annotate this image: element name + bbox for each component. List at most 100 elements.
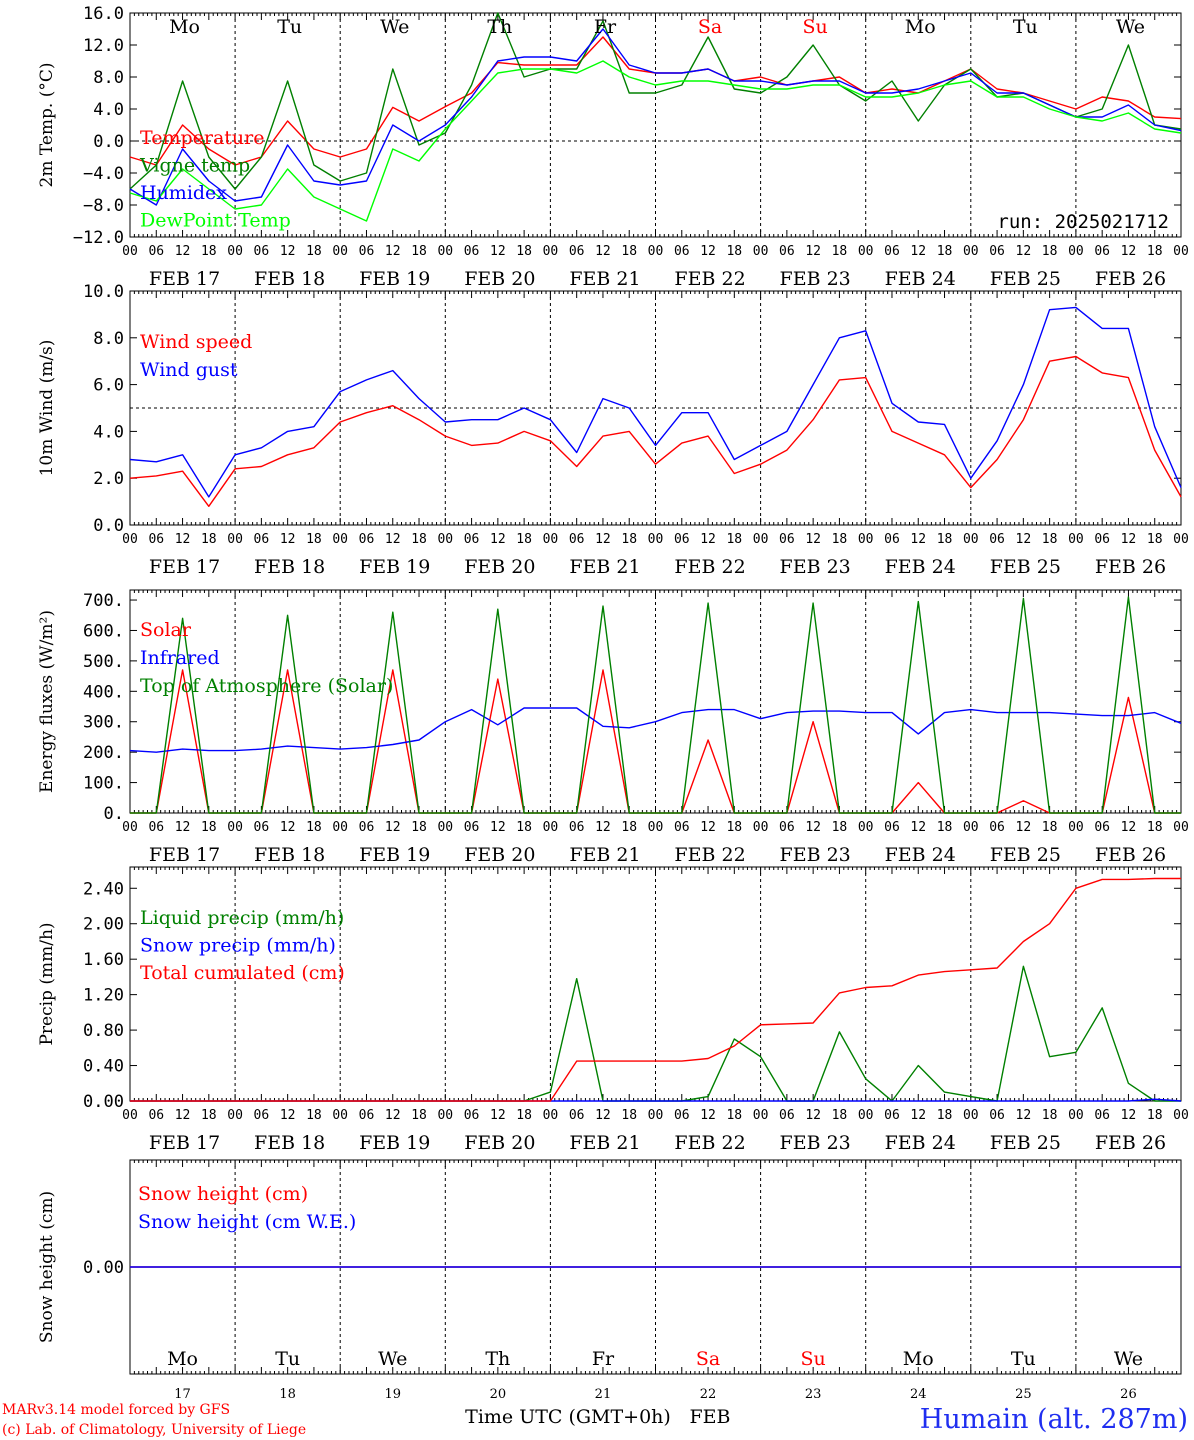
- hour-tick-label: 18: [1147, 244, 1163, 259]
- y-tick-label: 0.0: [93, 132, 124, 152]
- hour-tick-marks: [129, 13, 1182, 237]
- legend-entry: Infrared: [140, 647, 220, 669]
- hour-tick-label: 12: [175, 244, 191, 259]
- legend-entry: Temperature: [140, 127, 264, 149]
- hour-tick-label: 12: [385, 244, 401, 259]
- hour-tick-label: 00: [227, 244, 243, 259]
- hour-tick-label: 18: [201, 532, 217, 547]
- day-name-label: Tu: [277, 16, 302, 38]
- hour-tick-label: 06: [884, 244, 900, 259]
- date-label: FEB 19: [359, 268, 430, 290]
- legend-entry: Liquid precip (mm/h): [140, 907, 344, 929]
- date-label: FEB 25: [990, 844, 1061, 866]
- hour-tick-label: 12: [175, 532, 191, 547]
- date-label: FEB 22: [674, 844, 745, 866]
- y-tick-label: 0.80: [83, 1021, 124, 1041]
- hour-tick-label: 12: [175, 1108, 191, 1123]
- day-number-label: 23: [805, 1387, 822, 1402]
- hour-tick-label: 12: [595, 244, 611, 259]
- hour-tick-label: 12: [1016, 532, 1032, 547]
- legend-entry: DewPoint Temp: [140, 210, 291, 232]
- hour-tick-label: 00: [437, 820, 453, 835]
- day-number-label: 18: [279, 1387, 296, 1402]
- hour-tick-label: 00: [437, 244, 453, 259]
- legend-entry: Snow precip (mm/h): [140, 935, 336, 957]
- date-label: FEB 19: [359, 556, 430, 578]
- date-label: FEB 20: [464, 268, 535, 290]
- hour-tick-label: 12: [910, 820, 926, 835]
- y-axis-title: 10m Wind (m/s): [37, 340, 57, 477]
- hour-tick-label: 12: [1121, 820, 1137, 835]
- date-label: FEB 21: [569, 844, 640, 866]
- hour-tick-label: 00: [1068, 820, 1084, 835]
- hour-tick-label: 18: [937, 244, 953, 259]
- series-line: [129, 355, 1182, 507]
- hour-tick-label: 06: [569, 532, 585, 547]
- hour-tick-label: 00: [437, 1108, 453, 1123]
- snow-panel: 0.00 Snow height (cm) Snow height (cm) Snow…: [37, 1159, 1182, 1402]
- legend-entry: Total cumulated (cm): [140, 962, 345, 984]
- hour-tick-label: 06: [148, 1108, 164, 1123]
- hour-tick-label: 12: [595, 820, 611, 835]
- hour-tick-label: 06: [254, 244, 270, 259]
- hour-tick-label: 12: [805, 1108, 821, 1123]
- hour-tick-label: 12: [595, 532, 611, 547]
- hour-tick-label: 12: [1016, 1108, 1032, 1123]
- hour-tick-label: 06: [674, 820, 690, 835]
- hour-tick-label: 12: [1016, 820, 1032, 835]
- date-label: FEB 26: [1095, 1132, 1166, 1154]
- y-tick-label: 4.0: [93, 100, 124, 120]
- date-label: FEB 24: [885, 1132, 956, 1154]
- hour-tick-label: 06: [674, 244, 690, 259]
- hour-tick-label: 06: [569, 1108, 585, 1123]
- day-number-label: 24: [910, 1387, 927, 1402]
- hour-tick-label: 06: [989, 244, 1005, 259]
- day-name-label: Mo: [905, 16, 936, 38]
- date-label: FEB 18: [254, 844, 325, 866]
- hour-tick-label: 06: [359, 532, 375, 547]
- legend-entry: Humidex: [140, 182, 227, 204]
- hour-tick-label: 12: [280, 532, 296, 547]
- hour-tick-label: 18: [516, 1108, 532, 1123]
- date-label: FEB 19: [359, 844, 430, 866]
- plot-frame: [129, 589, 1182, 814]
- date-label: FEB 25: [990, 1132, 1061, 1154]
- date-label: FEB 25: [990, 268, 1061, 290]
- hour-tick-label: 18: [726, 532, 742, 547]
- hour-tick-label: 18: [621, 244, 637, 259]
- date-label: FEB 17: [149, 556, 220, 578]
- day-name-label: Mo: [903, 1348, 934, 1370]
- y-tick-label: 0.00: [83, 1258, 124, 1278]
- hour-tick-label: 18: [516, 820, 532, 835]
- y-tick-label: 400.: [83, 682, 124, 702]
- hour-tick-label: 06: [1094, 1108, 1110, 1123]
- hour-tick-label: 12: [910, 244, 926, 259]
- hour-tick-label: 00: [858, 820, 874, 835]
- hour-tick-label: 06: [884, 532, 900, 547]
- hour-tick-label: 00: [227, 820, 243, 835]
- date-label: FEB 22: [674, 556, 745, 578]
- day-number-label: 20: [490, 1387, 507, 1402]
- legend-entry: Vigne temp: [139, 155, 250, 177]
- date-label: FEB 24: [885, 268, 956, 290]
- hour-tick-label: 12: [910, 532, 926, 547]
- hour-tick-label: 12: [385, 1108, 401, 1123]
- precip-panel: 2.40 2.00 1.60 1.20 0.80 0.40 0.00 Precip (mm/h…: [37, 866, 1189, 1154]
- hour-tick-label: 12: [805, 532, 821, 547]
- hour-tick-label: 18: [832, 532, 848, 547]
- hour-tick-label: 18: [832, 1108, 848, 1123]
- y-axis-title: Precip (mm/h): [37, 922, 57, 1045]
- hour-tick-label: 06: [1094, 244, 1110, 259]
- series-line: [130, 965, 1181, 1102]
- hour-tick-label: 06: [884, 820, 900, 835]
- month-label: FEB: [689, 1406, 730, 1428]
- plot-frame: [129, 12, 1182, 238]
- y-tick-label: 6.0: [93, 376, 124, 396]
- legend-entry: Wind gust: [140, 359, 238, 381]
- station-label: Humain (alt. 287m): [920, 1404, 1188, 1435]
- hour-tick-label: 00: [1173, 532, 1189, 547]
- hour-tick-label: 12: [700, 820, 716, 835]
- hour-tick-label: 12: [700, 1108, 716, 1123]
- date-label: FEB 17: [149, 268, 220, 290]
- hour-tick-label: 12: [805, 244, 821, 259]
